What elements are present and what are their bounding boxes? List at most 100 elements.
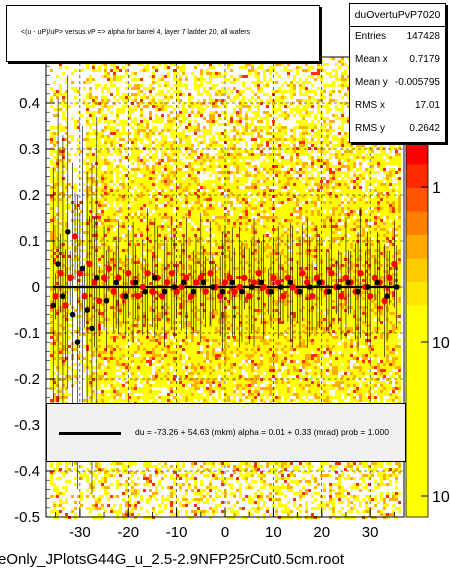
heatmap-cell [122,360,125,363]
heatmap-cell [77,354,80,357]
heatmap-cell [71,495,74,498]
heatmap-cell [152,327,155,330]
heatmap-cell [89,159,92,162]
heatmap-cell [110,243,113,246]
heatmap-cell [65,489,68,492]
heatmap-cell [65,198,68,201]
heatmap-cell [176,84,179,87]
heatmap-cell [182,396,185,399]
heatmap-cell [50,189,53,192]
heatmap-cell [92,123,95,126]
heatmap-cell [56,510,59,513]
heatmap-cell [113,213,116,216]
heatmap-cell [182,267,185,270]
heatmap-cell [128,186,131,189]
heatmap-cell [164,360,167,363]
heatmap-cell [140,282,143,285]
heatmap-cell [149,240,152,243]
heatmap-cell [176,216,179,219]
heatmap-cell [119,396,122,399]
heatmap-cell [179,504,182,507]
heatmap-cell [62,222,65,225]
heatmap-cell [134,357,137,360]
heatmap-cell [185,138,188,141]
heatmap-cell [107,306,110,309]
heatmap-cell [92,384,95,387]
heatmap-cell [131,234,134,237]
heatmap-cell [164,327,167,330]
heatmap-cell [89,372,92,375]
heatmap-cell [164,234,167,237]
heatmap-cell [62,204,65,207]
heatmap-cell [86,297,89,300]
heatmap-cell [146,132,149,135]
heatmap-cell [125,300,128,303]
heatmap-cell [119,360,122,363]
heatmap-cell [137,282,140,285]
heatmap-cell [149,390,152,393]
heatmap-cell [164,204,167,207]
heatmap-cell [134,78,137,81]
heatmap-cell [59,123,62,126]
heatmap-cell [119,342,122,345]
heatmap-cell [65,90,68,93]
heatmap-cell [131,330,134,333]
heatmap-cell [62,126,65,129]
heatmap-cell [125,303,128,306]
heatmap-cell [56,246,59,249]
heatmap-cell [125,120,128,123]
heatmap-cell [50,384,53,387]
heatmap-cell [167,171,170,174]
heatmap-cell [53,468,56,471]
heatmap-cell [107,150,110,153]
heatmap-cell [107,192,110,195]
heatmap-cell [137,135,140,138]
heatmap-cell [116,360,119,363]
heatmap-cell [74,87,77,90]
heatmap-cell [179,171,182,174]
heatmap-cell [164,297,167,300]
heatmap-cell [179,75,182,78]
heatmap-cell [92,495,95,498]
heatmap-cell [50,198,53,201]
heatmap-cell [134,150,137,153]
heatmap-cell [113,354,116,357]
heatmap-cell [65,165,68,168]
heatmap-cell [191,240,194,243]
heatmap-cell [98,513,101,516]
heatmap-cell [128,513,131,516]
heatmap-cell [128,183,131,186]
heatmap-cell [173,363,176,366]
heatmap-cell [176,360,179,363]
heatmap-cell [68,378,71,381]
heatmap-cell [146,384,149,387]
heatmap-cell [161,243,164,246]
heatmap-cell [143,321,146,324]
heatmap-cell [161,315,164,318]
heatmap-cell [92,288,95,291]
heatmap-cell [107,276,110,279]
heatmap-cell [89,258,92,261]
heatmap-cell [86,480,89,483]
heatmap-cell [128,213,131,216]
heatmap-cell [107,294,110,297]
heatmap-cell [161,240,164,243]
heatmap-cell [128,111,131,114]
heatmap-cell [89,384,92,387]
heatmap-cell [50,324,53,327]
heatmap-cell [140,69,143,72]
heatmap-cell [179,282,182,285]
heatmap-cell [53,510,56,513]
heatmap-cell [89,147,92,150]
heatmap-cell [149,144,152,147]
heatmap-cell [158,351,161,354]
heatmap-cell [167,324,170,327]
heatmap-cell [98,258,101,261]
heatmap-cell [50,168,53,171]
heatmap-cell [182,342,185,345]
heatmap-cell [140,78,143,81]
heatmap-cell [59,477,62,480]
heatmap-cell [125,219,128,222]
heatmap-cell [56,366,59,369]
heatmap-cell [101,174,104,177]
